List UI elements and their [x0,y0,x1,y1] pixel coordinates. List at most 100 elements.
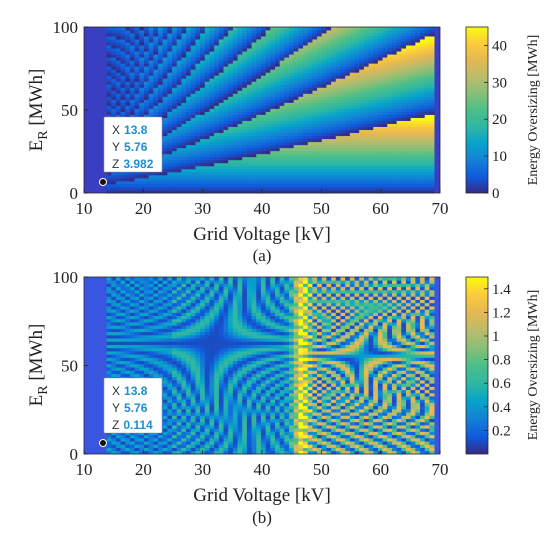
heatmap-cell [237,36,243,40]
heatmap-cell [396,108,402,112]
heatmap-cell [223,102,229,106]
heatmap-cell [120,111,126,115]
heatmap-cell [387,135,393,140]
heatmap-cell [153,30,159,34]
heatmap-cell [134,338,140,342]
heatmap-cell [223,84,229,88]
heatmap-cell [143,87,150,91]
heatmap-cell [167,174,173,179]
heatmap-cell [368,81,374,85]
heatmap-cell [345,171,351,176]
heatmap-cell [349,147,355,152]
heatmap-cell [265,93,271,97]
heatmap-cell [134,318,140,323]
heatmap-cell [153,177,159,182]
heatmap-cell [424,54,430,58]
heatmap-cell [209,33,215,37]
heatmap-cell [176,309,182,313]
heatmap-cell [321,147,327,152]
heatmap-cell [223,165,229,170]
heatmap-cell [284,84,290,88]
heatmap-cell [368,57,374,61]
heatmap-cell [284,81,290,85]
heatmap-cell [429,72,435,76]
heatmap-cell [148,354,154,358]
heatmap-cell [223,129,229,134]
heatmap-cell [162,135,168,140]
heatmap-cell [153,189,159,194]
heatmap-cell [359,126,365,131]
heatmap-cell [167,132,173,137]
heatmap-cell [190,402,196,407]
heatmap-cell [424,165,430,170]
heatmap-cell [256,90,262,94]
heatmap-cell [368,129,374,134]
heatmap-cell [143,51,150,55]
heatmap-cell [382,81,388,85]
heatmap-cell [321,102,327,106]
heatmap-cell [349,111,355,115]
heatmap-cell [134,66,140,70]
heatmap-cell [321,186,327,191]
heatmap-cell [214,108,220,112]
heatmap-cell [195,328,201,333]
heatmap-cell [167,296,173,300]
heatmap-cell [312,150,318,155]
heatmap-cell [186,383,192,387]
heatmap-cell [106,334,112,339]
heatmap-cell [181,162,187,167]
heatmap-cell [429,183,435,188]
heatmap-cell [307,135,313,140]
heatmap-cell [424,120,430,124]
heatmap-cell [382,66,388,70]
heatmap-cell [317,105,323,109]
heatmap-cell [405,123,412,127]
heatmap-cell [158,45,164,49]
heatmap-cell [335,126,341,131]
heatmap-cell [256,30,262,34]
heatmap-cell [340,141,346,146]
heatmap-cell [111,309,117,313]
heatmap-cell [307,183,313,188]
heatmap-cell [377,120,383,124]
heatmap-cell [312,81,318,85]
heatmap-cell [200,60,206,64]
heatmap-cell [321,162,327,167]
heatmap-cell [391,30,398,34]
heatmap-cell [256,72,262,76]
heatmap-cell [223,27,229,31]
heatmap-cell [111,354,117,358]
heatmap-cell [162,102,168,106]
datatip-a[interactable]: X 13.8 Y 5.76 Z 3.982 [99,116,163,186]
datatip-marker-a[interactable] [99,178,107,186]
heatmap-cell [326,69,332,73]
heatmap-cell [401,159,407,164]
heatmap-cell [340,72,346,76]
heatmap-cell [143,318,150,323]
heatmap-cell [387,78,393,82]
heatmap-cell [120,30,126,34]
heatmap-cell [424,147,430,152]
heatmap-cell [158,437,164,442]
heatmap-cell [115,360,121,365]
heatmap-cell [237,150,243,155]
heatmap-cell [209,93,215,97]
heatmap-cell [335,135,341,140]
heatmap-cell [349,159,355,164]
heatmap-cell [415,117,421,121]
heatmap-cell [373,33,379,37]
heatmap-cell [153,42,159,46]
heatmap-cell [176,111,182,115]
heatmap-cell [162,168,168,173]
heatmap-cell [359,63,365,67]
heatmap-cell [186,299,192,304]
heatmap-cell [228,69,234,73]
heatmap-cell [167,129,173,134]
heatmap-cell [396,153,402,158]
heatmap-cell [237,75,243,79]
heatmap-cell [186,123,192,127]
heatmap-cell [312,84,318,88]
heatmap-cell [134,42,140,46]
heatmap-cell [251,129,257,134]
heatmap-cell [345,99,351,103]
